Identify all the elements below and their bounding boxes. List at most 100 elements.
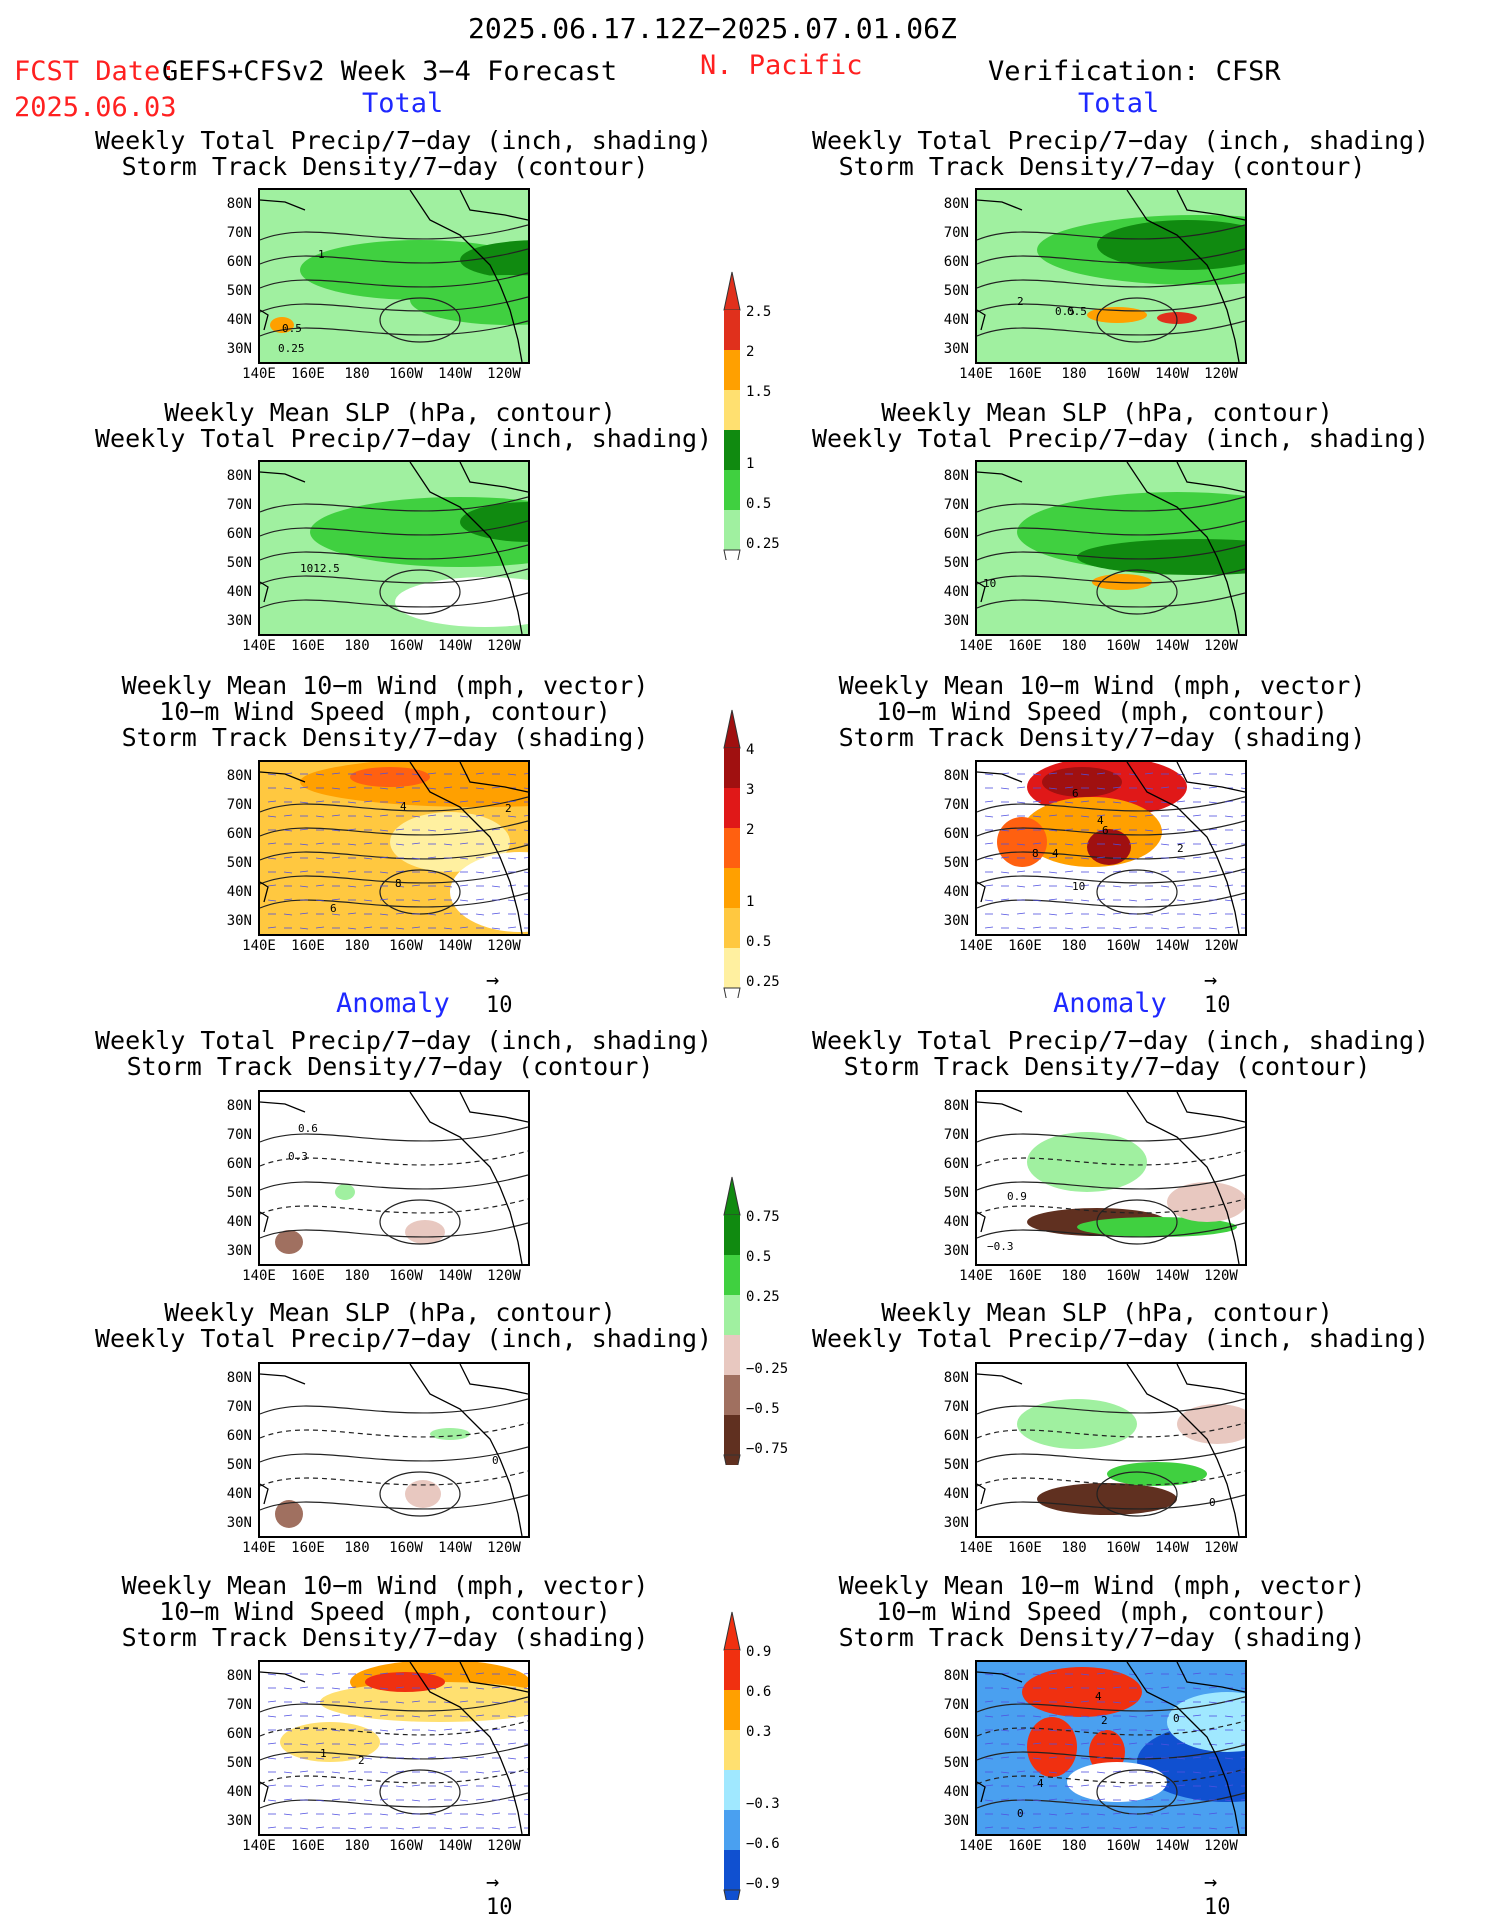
wind-vector xyxy=(1208,801,1218,804)
wind-vector xyxy=(1000,787,1010,790)
contour-label: 2 xyxy=(1177,842,1184,855)
colorbar-cap xyxy=(723,709,741,749)
wind-vector xyxy=(1016,801,1026,804)
map-panel-4: 10 xyxy=(975,460,1247,636)
lat-tick-label: 50N xyxy=(943,1457,969,1473)
wind-vector xyxy=(331,898,341,901)
wind-vector xyxy=(475,1771,485,1774)
wind-vector xyxy=(1080,1784,1090,1787)
wind-vector xyxy=(331,1813,341,1816)
lon-tick-label: 160E xyxy=(291,938,325,954)
wind-vector xyxy=(1224,800,1234,803)
wind-vector xyxy=(299,885,309,888)
map-canvas: 0.6 0.3 xyxy=(260,1092,528,1264)
lon-tick-label: 140W xyxy=(1155,366,1189,382)
wind-vector xyxy=(347,927,357,930)
wind-vector xyxy=(1048,1729,1058,1732)
wind-vector xyxy=(347,885,357,888)
wind-vector xyxy=(1176,1700,1186,1703)
wind-vector xyxy=(1048,1672,1058,1675)
wind-vector xyxy=(491,801,501,804)
wind-vector xyxy=(427,913,437,916)
wind-vector xyxy=(1080,1700,1090,1703)
wind-vector xyxy=(491,912,501,915)
wind-vector xyxy=(1240,1813,1245,1815)
vector-ref-left-total: → 10 xyxy=(486,968,513,1018)
colorbar-segment xyxy=(724,390,740,430)
lat-tick-label: 60N xyxy=(943,826,969,842)
wind-vector xyxy=(1016,1827,1026,1830)
wind-vector xyxy=(984,773,994,776)
map-panel-8: 0.9 −0.3 xyxy=(975,1090,1247,1266)
contour-label: 2 xyxy=(358,1754,365,1767)
wind-vector xyxy=(1192,1729,1202,1732)
wind-vector xyxy=(395,927,405,930)
wind-vector xyxy=(1208,1785,1218,1788)
lat-tick-label: 60N xyxy=(226,1726,252,1742)
lon-tick-label: 160W xyxy=(1106,366,1140,382)
panel-title-6: Weekly Mean 10−m Wind (mph, vector) 10−m… xyxy=(838,671,1366,752)
wind-vector xyxy=(331,1672,341,1675)
wind-vector xyxy=(443,786,453,789)
contour-label: 4 xyxy=(1037,1777,1044,1790)
wind-vector xyxy=(1048,856,1058,859)
wind-vector xyxy=(331,1687,341,1690)
total-label-left: Total xyxy=(362,88,444,119)
wind-vector xyxy=(1064,1686,1074,1689)
colorbar-precip-total xyxy=(723,271,741,560)
wind-vector xyxy=(1112,1728,1122,1731)
lon-tick-label: 140E xyxy=(959,938,993,954)
wind-vector xyxy=(459,1799,469,1802)
wind-vector xyxy=(443,1728,453,1731)
wind-vector xyxy=(523,1799,528,1801)
wind-vector xyxy=(475,1813,485,1816)
lat-tick-label: 30N xyxy=(943,1243,969,1259)
wind-vector xyxy=(507,1715,517,1718)
wind-vector xyxy=(1240,871,1245,873)
contour-label: 1012.5 xyxy=(300,562,340,575)
wind-vector xyxy=(1224,884,1234,887)
wind-vector xyxy=(1160,1812,1170,1815)
vector-ref-left-anom: → 10 xyxy=(486,1870,513,1920)
lon-tick-label: 180 xyxy=(1061,1838,1087,1854)
lon-tick-label: 180 xyxy=(1061,1540,1087,1556)
wind-vector xyxy=(1128,857,1138,860)
wind-vector xyxy=(379,1714,389,1717)
shading-region xyxy=(1107,1462,1207,1486)
wind-vector xyxy=(283,1756,293,1759)
coastline xyxy=(977,462,1245,634)
wind-vector xyxy=(1080,884,1090,887)
lat-tick-label: 40N xyxy=(943,1486,969,1502)
contour-line xyxy=(977,1744,1245,1761)
wind-vector xyxy=(1192,871,1202,874)
map-panel-1: 1 0.5 0.25 xyxy=(258,188,530,364)
wind-vector xyxy=(1112,801,1122,804)
wind-vector xyxy=(1000,913,1010,916)
wind-vector xyxy=(315,926,325,929)
fcst-model: GEFS+CFSv2 Week 3−4 Forecast xyxy=(162,56,618,87)
lat-tick-label: 40N xyxy=(943,312,969,328)
wind-vector xyxy=(379,1771,389,1774)
lat-tick-label: 60N xyxy=(226,526,252,542)
contour-line xyxy=(1096,569,1178,615)
wind-vector xyxy=(491,1770,501,1773)
colorbar-segment xyxy=(724,1375,740,1415)
lat-tick-label: 70N xyxy=(226,1127,252,1143)
lon-tick-label: 140W xyxy=(1155,1838,1189,1854)
colorbar-segment xyxy=(724,1335,740,1375)
wind-vector xyxy=(984,800,994,803)
lat-tick-label: 50N xyxy=(226,1185,252,1201)
wind-vector xyxy=(1128,1757,1138,1760)
wind-vector xyxy=(1128,899,1138,902)
wind-vector xyxy=(475,1687,485,1690)
colorbar-segment xyxy=(724,1850,740,1890)
wind-vector xyxy=(283,913,293,916)
wind-vector xyxy=(1048,1798,1058,1801)
wind-vector xyxy=(267,773,277,776)
lat-tick-label: 50N xyxy=(226,555,252,571)
wind-vector xyxy=(347,1686,357,1689)
lat-tick-label: 80N xyxy=(943,1668,969,1684)
wind-vector xyxy=(299,1812,309,1815)
wind-vector xyxy=(1048,898,1058,901)
lon-tick-label: 140E xyxy=(242,938,276,954)
